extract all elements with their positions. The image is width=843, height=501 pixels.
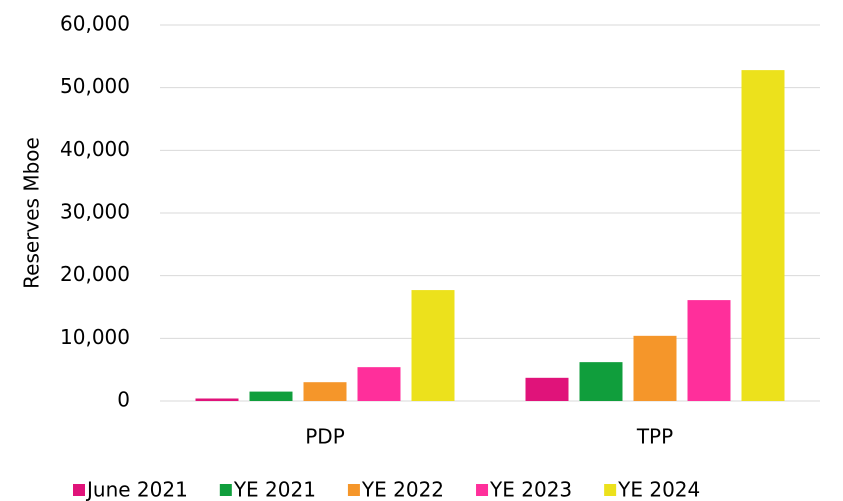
legend-swatch bbox=[476, 484, 489, 496]
bar bbox=[579, 362, 623, 401]
bar bbox=[411, 290, 455, 401]
x-tick-label: PDP bbox=[305, 425, 345, 449]
legend-label: June 2021 bbox=[85, 478, 188, 501]
y-axis-label: Reserves Mboe bbox=[20, 137, 44, 289]
legend-swatch bbox=[347, 484, 360, 496]
y-tick-label: 60,000 bbox=[60, 12, 130, 36]
bar bbox=[249, 391, 293, 401]
bar bbox=[741, 70, 785, 402]
legend-label: YE 2022 bbox=[361, 478, 444, 501]
legend-label: YE 2021 bbox=[233, 478, 316, 501]
bar bbox=[195, 398, 239, 401]
legend-swatch bbox=[219, 484, 232, 496]
y-tick-label: 0 bbox=[117, 388, 130, 412]
y-tick-label: 20,000 bbox=[60, 262, 130, 286]
bar bbox=[303, 382, 347, 401]
bar bbox=[687, 300, 731, 401]
bar bbox=[633, 335, 677, 401]
legend-label: YE 2024 bbox=[617, 478, 700, 501]
x-tick-label: TPP bbox=[636, 425, 673, 449]
bar bbox=[357, 367, 401, 401]
y-tick-label: 30,000 bbox=[60, 200, 130, 224]
legend-label: YE 2023 bbox=[489, 478, 572, 501]
y-tick-label: 50,000 bbox=[60, 74, 130, 98]
legend-swatch bbox=[73, 484, 85, 496]
y-tick-label: 40,000 bbox=[60, 137, 130, 161]
legend-swatch bbox=[604, 484, 617, 496]
bar bbox=[525, 377, 569, 401]
y-tick-label: 10,000 bbox=[60, 325, 130, 349]
